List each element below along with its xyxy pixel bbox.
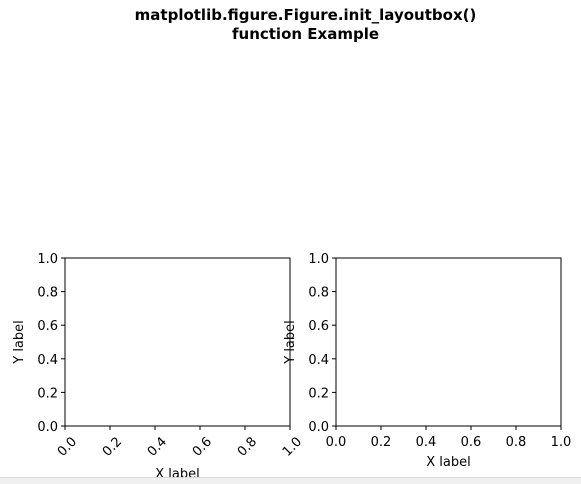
axes-2-ytick-label-5: 1.0 [308, 252, 329, 267]
axes-2-ytick-label-3: 0.6 [308, 319, 329, 334]
axes-1-xtick-label-0: 0.0 [55, 434, 80, 459]
axes-2-xtick-label-4: 0.8 [506, 435, 527, 450]
axes-1-ylabel: Y label [12, 320, 27, 365]
axes-2: 0.0 0.2 0.4 0.6 0.8 1.00.00.20.40.60.81.0X la… [283, 252, 571, 470]
axes-1-frame [64, 257, 291, 427]
axes-1-xtick-label-4: 0.8 [235, 434, 260, 459]
axes-1-xtick-label-3: 0.6 [190, 434, 215, 459]
axes-1-xtick-label-5: 1.0 [280, 434, 305, 459]
axes-2-ytick-label-2: 0.4 [308, 353, 329, 368]
axes-1-ytick-label-5: 1.0 [37, 252, 58, 267]
axes-2-ytick-label-4: 0.8 [308, 286, 329, 301]
axes-1: 0.0 0.2 0.4 0.6 0.8 1.00.00.20.40.60.81.0X la… [12, 252, 305, 482]
axes-2-xtick-label-1: 0.2 [371, 435, 392, 450]
axes-2-ytick-label-1: 0.2 [308, 386, 329, 401]
axes-1-xtick-label-2: 0.4 [145, 434, 170, 459]
axes-2-xtick-label-3: 0.6 [461, 435, 482, 450]
axes-2-ytick-label-0: 0.0 [308, 420, 329, 435]
axes-1-ytick-label-2: 0.4 [37, 353, 58, 368]
figure-title: matplotlib.figure.Figure.init_layoutbox(… [0, 6, 581, 44]
figure-title-line-1: matplotlib.figure.Figure.init_layoutbox(… [134, 6, 477, 24]
axes-1-xtick-label-1: 0.2 [100, 434, 125, 459]
axes-1-ytick-label-3: 0.6 [37, 319, 58, 334]
axes-2-xtick-label-5: 1.0 [551, 435, 572, 450]
window-bottom-edge [0, 477, 581, 484]
axes-2-xlabel: X label [426, 455, 470, 470]
figure-title-line-2: function Example [231, 25, 380, 43]
axes-2-xtick-label-0: 0.0 [326, 435, 347, 450]
axes-1-ytick-label-0: 0.0 [37, 420, 58, 435]
axes-1-ytick-label-1: 0.2 [37, 386, 58, 401]
axes-2-frame [335, 257, 562, 427]
axes-1-ytick-label-4: 0.8 [37, 286, 58, 301]
axes-2-ylabel: Y label [283, 320, 298, 365]
axes-2-xtick-label-2: 0.4 [416, 435, 437, 450]
